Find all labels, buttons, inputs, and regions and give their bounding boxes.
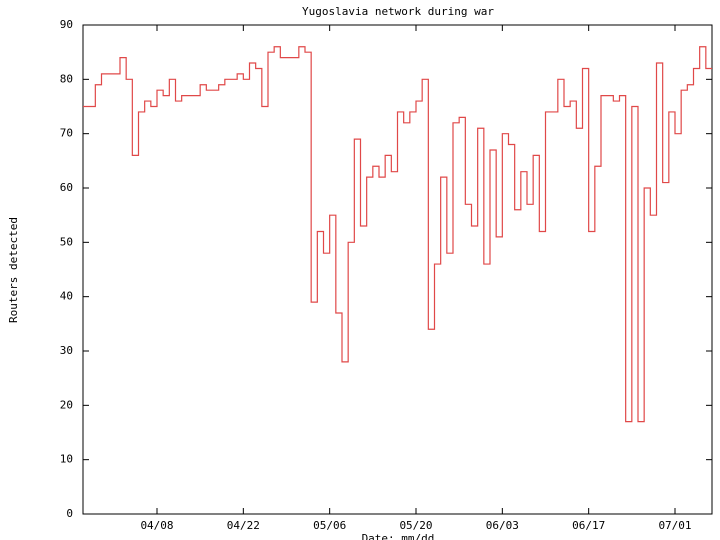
y-tick-label: 50: [60, 235, 73, 248]
y-tick-label: 10: [60, 453, 73, 466]
y-tick-label: 80: [60, 72, 73, 85]
x-tick-label: 04/08: [140, 519, 173, 532]
y-tick-label: 0: [66, 507, 73, 520]
y-tick-label: 70: [60, 127, 73, 140]
x-tick-label: 05/20: [399, 519, 432, 532]
x-tick-label: 06/03: [486, 519, 519, 532]
x-tick-label: 05/06: [313, 519, 346, 532]
plot-frame: [82, 24, 713, 515]
y-tick-label: 20: [60, 398, 73, 411]
y-tick-label: 60: [60, 181, 73, 194]
y-tick-label: 40: [60, 290, 73, 303]
chart-title: Yugoslavia network during war: [302, 5, 494, 18]
x-tick-label: 07/01: [658, 519, 691, 532]
x-tick-label: 06/17: [572, 519, 605, 532]
y-tick-label: 90: [60, 18, 73, 31]
x-tick-label: 04/22: [227, 519, 260, 532]
y-axis-label: Routers detected: [7, 217, 20, 323]
y-tick-label: 30: [60, 344, 73, 357]
step-line: [83, 46, 712, 423]
x-axis-label: Date: mm/dd: [362, 532, 435, 540]
